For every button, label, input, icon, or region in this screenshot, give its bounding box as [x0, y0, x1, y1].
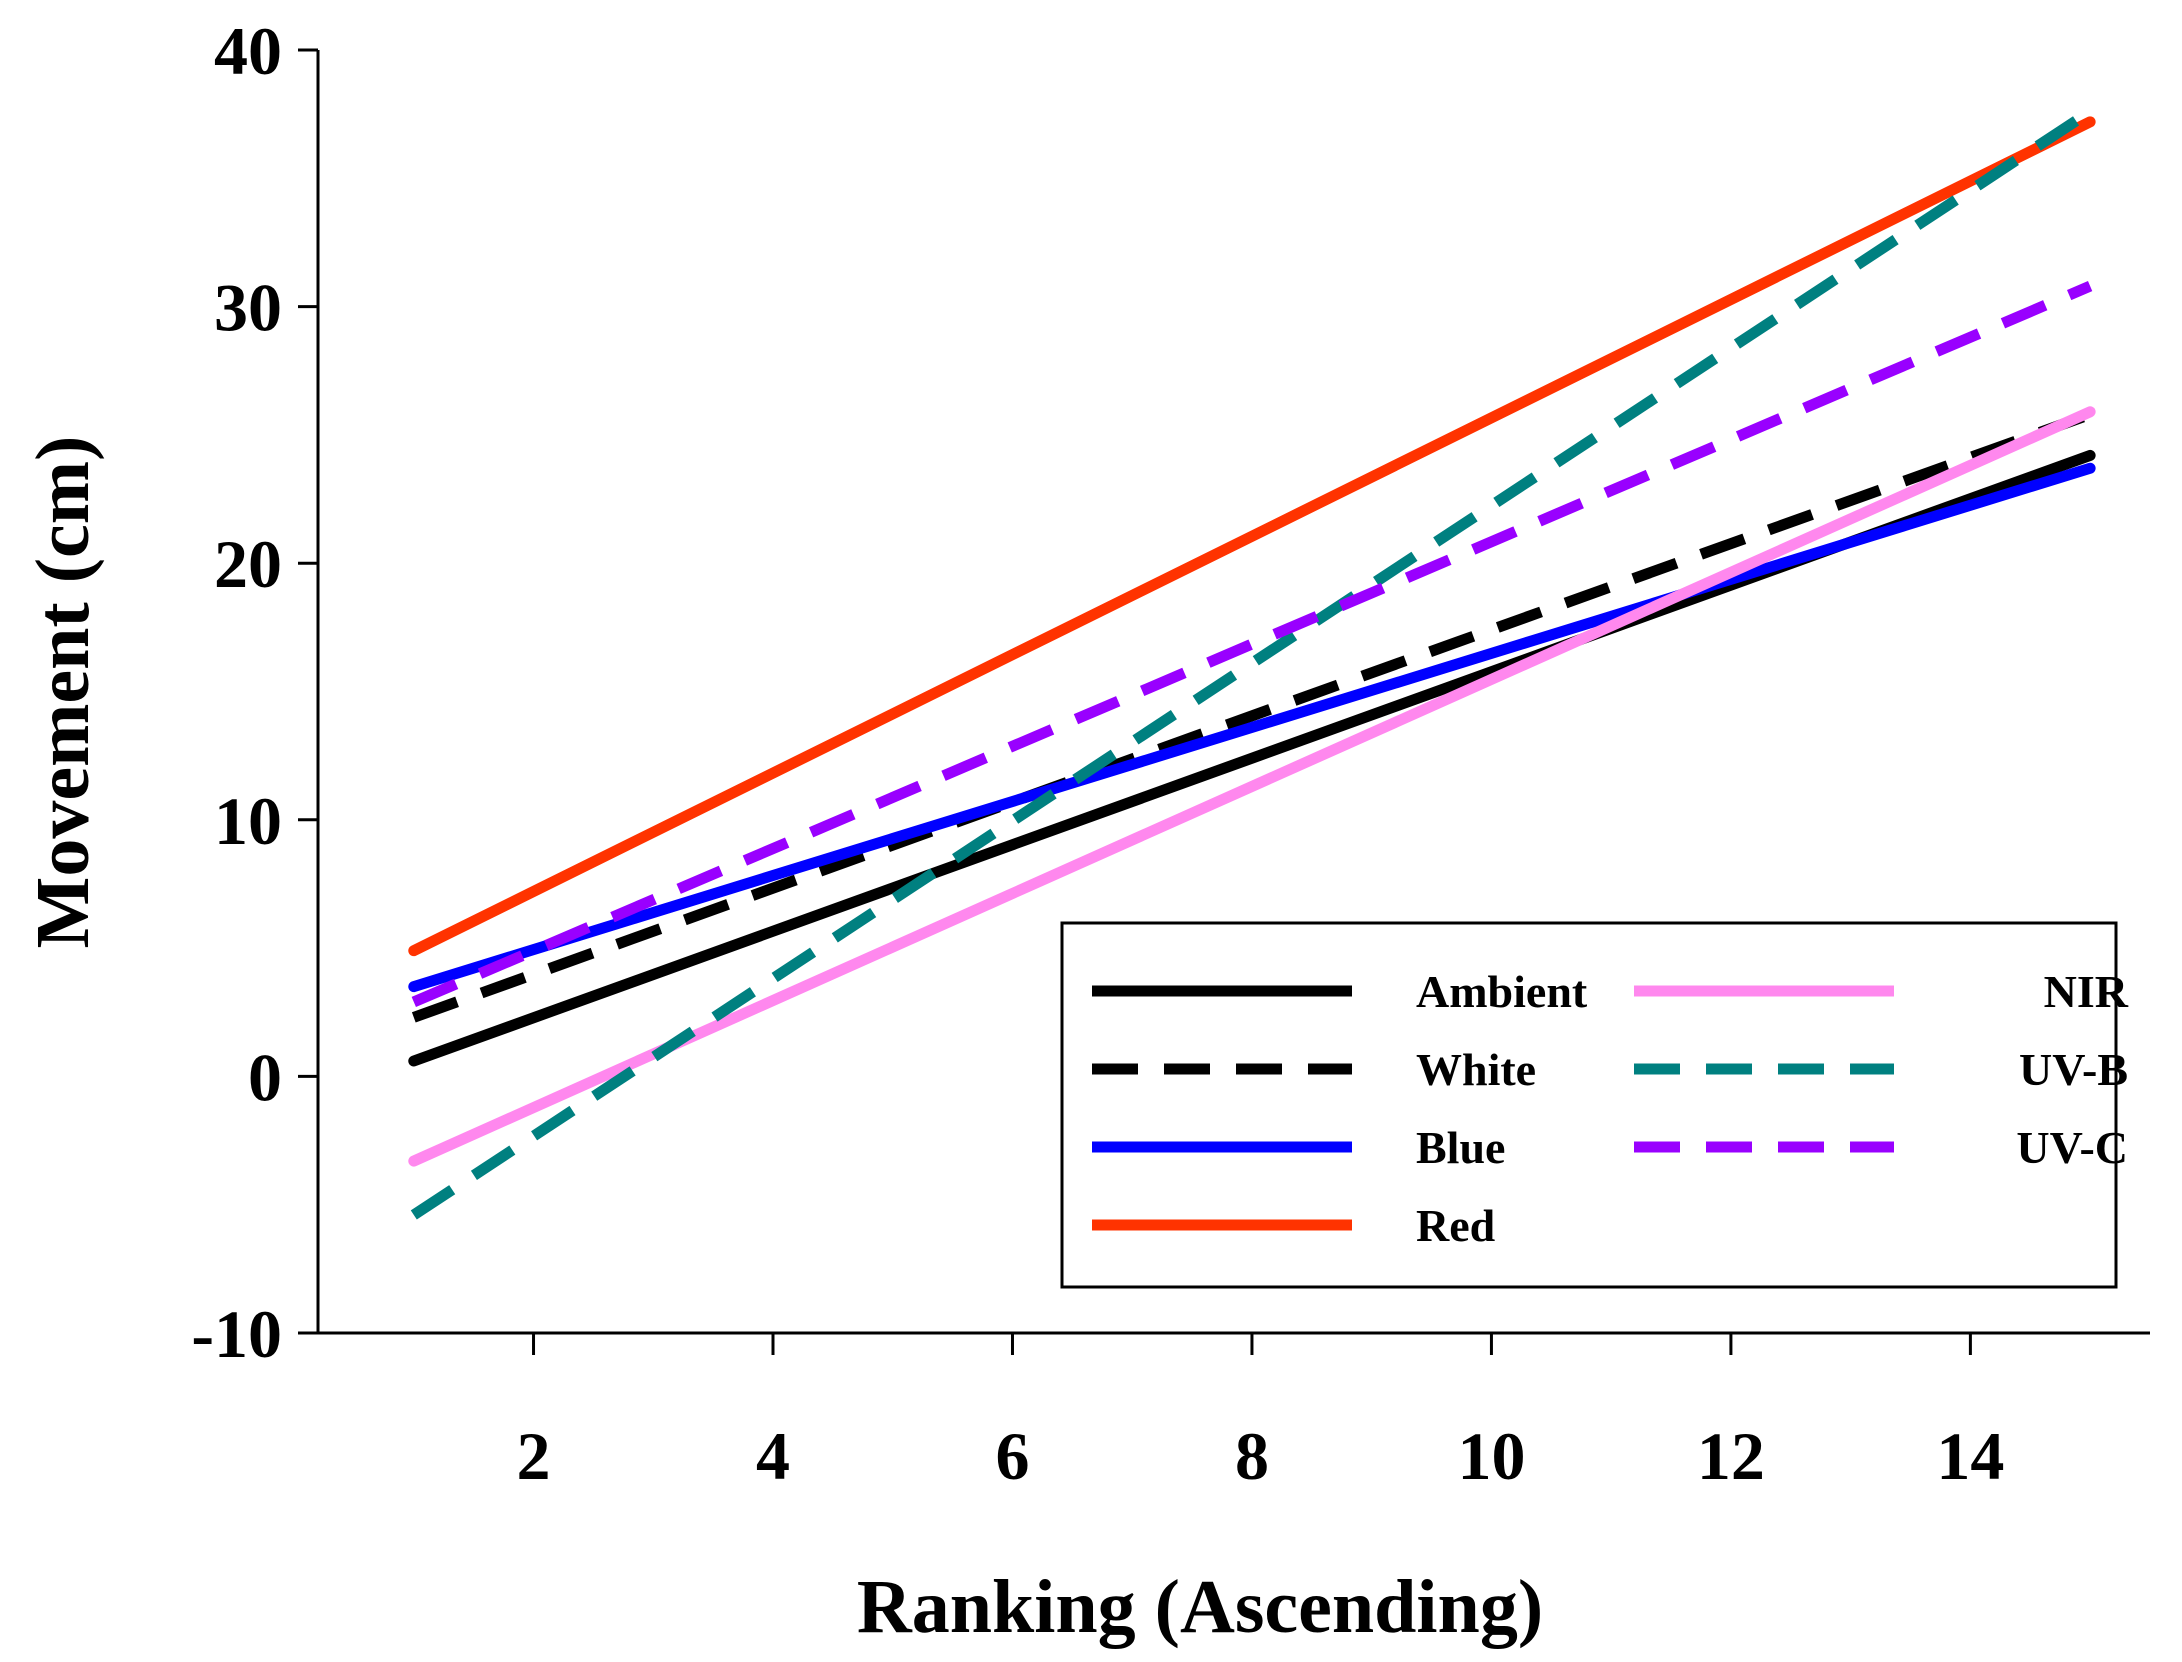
legend-label-uv-b: UV-B [2019, 1044, 2128, 1095]
x-tick-label: 8 [1235, 1418, 1269, 1494]
x-tick-label: 10 [1457, 1418, 1525, 1494]
legend: Ambient White Blue Red NIR UV-B UV-C [1060, 921, 2129, 1289]
x-axis-title: Ranking (Ascending) [857, 1565, 1543, 1649]
legend-label-ambient: Ambient [1416, 966, 1588, 1017]
y-tick-label: 20 [214, 526, 282, 602]
legend-label-red: Red [1416, 1200, 1496, 1251]
x-tick-label: 6 [995, 1418, 1029, 1494]
series-layer [408, 106, 2096, 1220]
legend-label-uv-c: UV-C [2016, 1122, 2128, 1173]
y-tick-label: 40 [214, 13, 282, 89]
x-tick-label: 14 [1936, 1418, 2004, 1494]
legend-label-nir: NIR [2044, 966, 2129, 1017]
series-line-uv-b [410, 106, 2094, 1220]
x-tick-label: 12 [1697, 1418, 1765, 1494]
legend-label-blue: Blue [1416, 1122, 1505, 1173]
y-tick-label: 0 [248, 1039, 282, 1115]
axes: -10 0 10 20 30 40 2 4 6 8 10 12 14 [191, 13, 2150, 1494]
y-axis-title: Movement (cm) [21, 436, 105, 949]
y-tick-label: 10 [214, 783, 282, 859]
legend-box [1060, 921, 2118, 1289]
x-tick-label: 4 [756, 1418, 790, 1494]
series-line-white [411, 409, 2092, 1023]
y-tick-label: -10 [191, 1296, 282, 1372]
series-line-uv-c [411, 281, 2093, 1008]
legend-label-white: White [1416, 1044, 1536, 1095]
x-tick-label: 2 [517, 1418, 551, 1494]
y-tick-label: 30 [214, 270, 282, 346]
series-line-red [408, 116, 2096, 957]
series-line-blue [408, 462, 2096, 993]
